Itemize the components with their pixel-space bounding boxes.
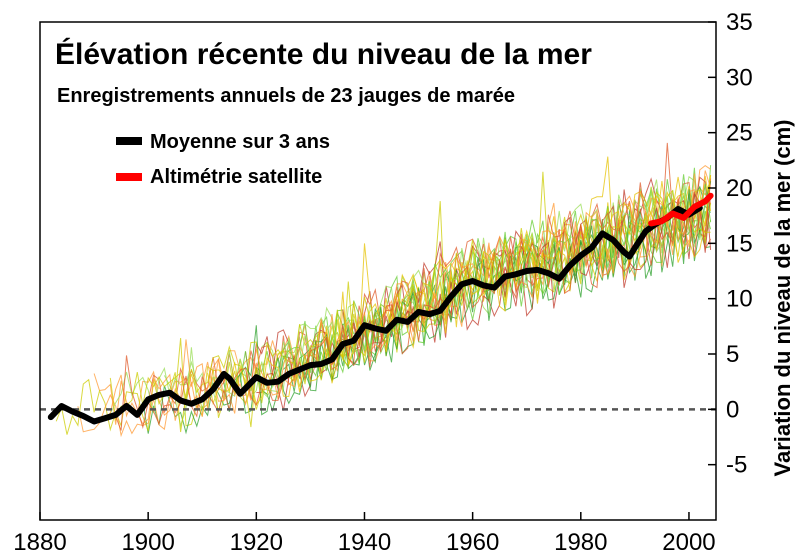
y-tick-label: -5: [726, 452, 747, 479]
legend-label-satellite: Altimétrie satellite: [150, 166, 322, 188]
x-tick-label: 1900: [121, 529, 174, 556]
y-tick-label: 0: [726, 396, 739, 423]
x-tick-label: 2000: [662, 529, 715, 556]
chart-title: Élévation récente du niveau de la mer: [55, 37, 592, 71]
y-tick-label: 10: [726, 286, 753, 313]
tide-gauge-line: [99, 170, 712, 425]
y-tick-label: 25: [726, 120, 753, 147]
x-tick-label: 1960: [446, 529, 499, 556]
series-line-moyenne: [47, 204, 703, 425]
series-lines: [47, 192, 714, 425]
plot-border: [39, 21, 717, 521]
plot-frame: [39, 21, 717, 521]
y-axis-ticks: -5 0 5 10 15 20 25 30 35: [708, 9, 753, 479]
y-tick-label: 30: [726, 64, 753, 91]
legend: Moyenne sur 3 ans Altimétrie satellite: [116, 131, 330, 188]
y-axis-label: Variation du niveau de la mer (cm): [770, 120, 795, 477]
y-tick-label: 35: [726, 9, 753, 36]
x-tick-label: 1920: [230, 529, 283, 556]
x-tick-label: 1940: [338, 529, 391, 556]
x-tick-label: 1880: [13, 529, 66, 556]
x-tick-label: 1980: [554, 529, 607, 556]
y-tick-label: 15: [726, 230, 753, 257]
y-tick-label: 5: [726, 341, 739, 368]
tide-gauge-line: [207, 175, 712, 406]
x-axis-ticks: 1880 1900 1920 1940 1960 1980 2000: [13, 512, 716, 556]
tide-gauge-line: [110, 199, 712, 431]
legend-label-moyenne: Moyenne sur 3 ans: [150, 131, 330, 153]
series-line-satellite: [648, 192, 714, 227]
chart-subtitle: Enregistrements annuels de 23 jauges de …: [57, 85, 515, 107]
tide-gauge-line: [109, 171, 711, 422]
y-tick-label: 20: [726, 175, 753, 202]
